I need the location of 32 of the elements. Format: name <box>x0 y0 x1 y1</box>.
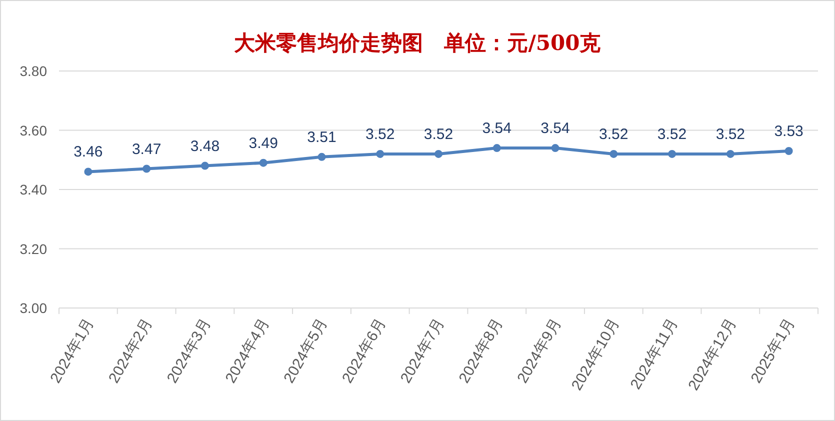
point <box>726 150 734 158</box>
point <box>259 158 268 167</box>
y-tick-label: 3.40 <box>20 182 48 198</box>
point <box>84 168 92 176</box>
point <box>668 150 676 158</box>
y-tick-label: 3.00 <box>20 300 48 316</box>
y-tick-label: 3.80 <box>20 63 48 79</box>
data-label: 3.52 <box>366 126 395 143</box>
point <box>784 146 793 155</box>
data-label: 3.47 <box>132 140 162 158</box>
point <box>200 162 209 170</box>
data-label: 3.52 <box>716 126 746 143</box>
data-label: 3.46 <box>74 144 103 161</box>
data-label: 3.54 <box>482 120 512 138</box>
data-label: 3.54 <box>540 120 570 138</box>
point <box>610 150 618 158</box>
data-label: 3.49 <box>248 134 278 152</box>
point <box>492 144 501 152</box>
y-tick-label: 3.60 <box>20 122 48 138</box>
point <box>551 144 560 152</box>
data-label: 3.52 <box>657 126 687 143</box>
data-label: 3.51 <box>307 128 336 146</box>
data-label: 3.52 <box>424 126 454 143</box>
chart-title: 大米零售均价走势图 单位：元/500克 <box>234 30 601 55</box>
point <box>376 150 384 158</box>
data-label: 3.52 <box>599 126 628 143</box>
data-label: 3.48 <box>190 138 220 155</box>
point <box>318 152 326 161</box>
y-tick-label: 3.20 <box>20 240 48 257</box>
point <box>142 164 151 173</box>
point <box>434 150 442 158</box>
data-label: 3.53 <box>774 122 804 140</box>
